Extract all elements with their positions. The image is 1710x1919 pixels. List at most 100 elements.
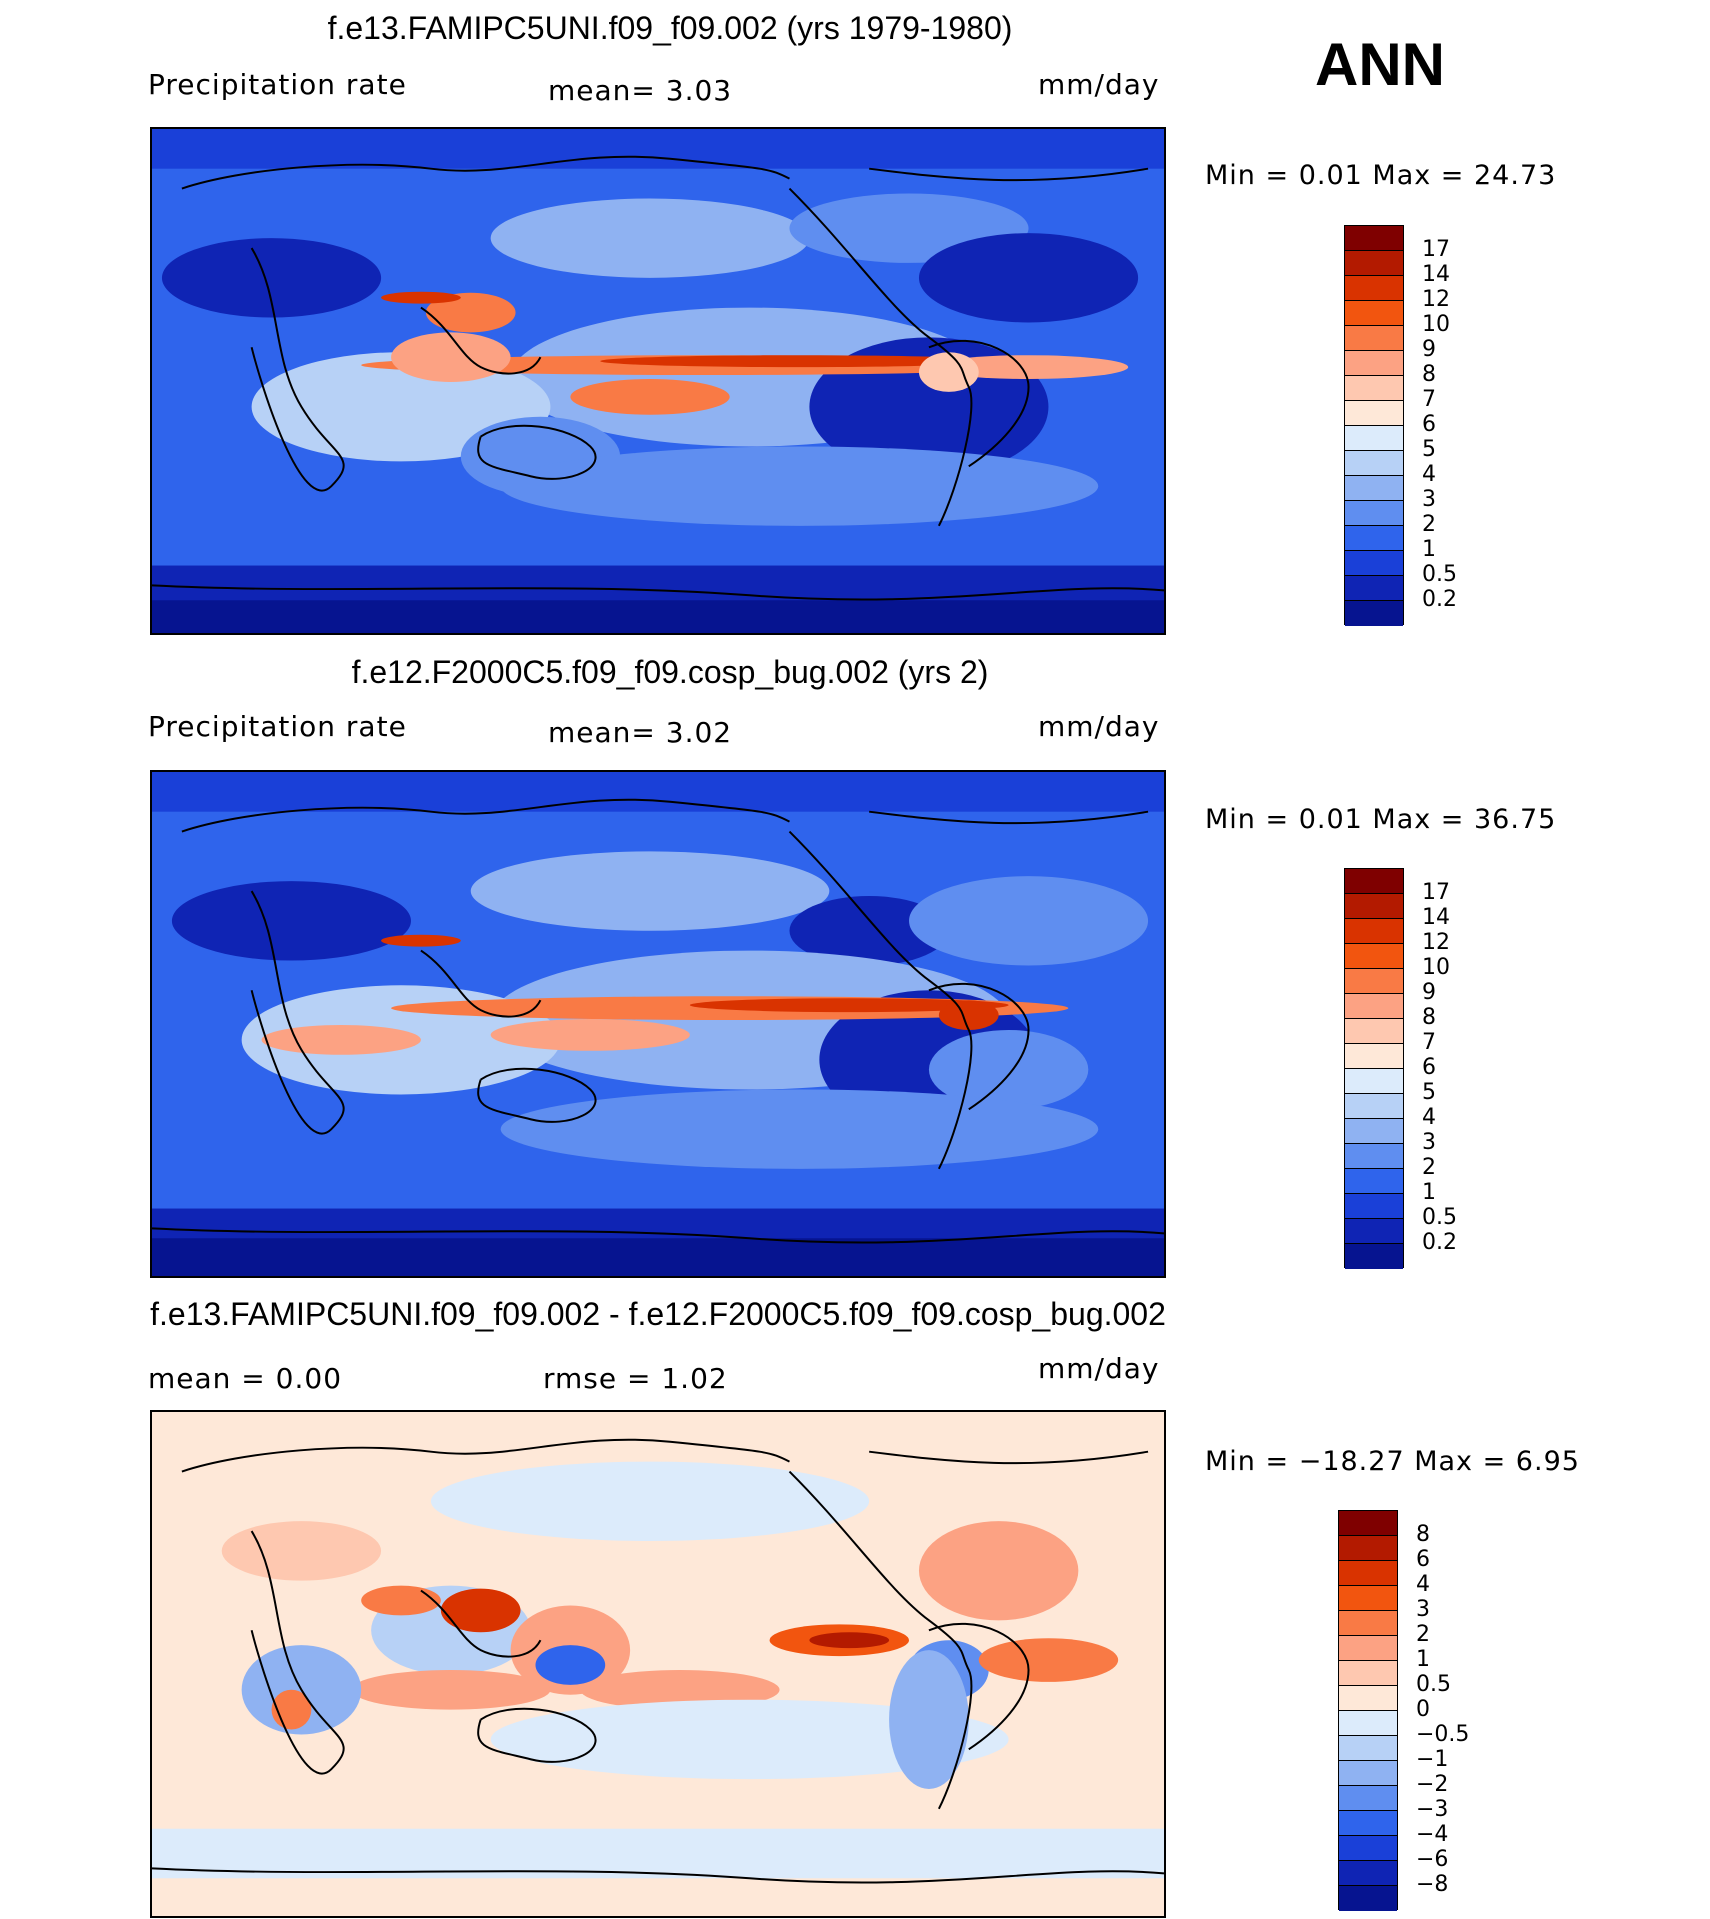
colorbar-cell bbox=[1345, 526, 1403, 551]
colorbar-tick-label: 8 bbox=[1416, 1522, 1430, 1547]
colorbar-tick-label: 9 bbox=[1422, 337, 1436, 362]
colorbar-cell bbox=[1345, 601, 1403, 626]
colorbar-tick-label: 1 bbox=[1422, 1180, 1436, 1205]
colorbar-cell bbox=[1345, 1019, 1403, 1044]
colorbar-tick-label: 14 bbox=[1422, 905, 1450, 930]
colorbar-cell bbox=[1345, 551, 1403, 576]
colorbar-tick-label: 5 bbox=[1422, 437, 1436, 462]
colorbar-tick-label: 5 bbox=[1422, 1080, 1436, 1105]
colorbar-cell bbox=[1345, 869, 1403, 894]
colorbar-cell bbox=[1345, 426, 1403, 451]
panel-3-mean-label: mean = 0.00 bbox=[148, 1362, 343, 1395]
colorbar-tick-label: 9 bbox=[1422, 980, 1436, 1005]
colorbar-cell bbox=[1345, 226, 1403, 251]
panel-1-units: mm/day bbox=[1038, 68, 1160, 101]
colorbar-tick-label: −6 bbox=[1416, 1847, 1449, 1872]
colorbar-cell bbox=[1345, 501, 1403, 526]
colorbar-tick-label: −1 bbox=[1416, 1747, 1449, 1772]
colorbar-cell bbox=[1345, 276, 1403, 301]
colorbar-cell bbox=[1345, 1069, 1403, 1094]
panel-1-variable-label: Precipitation rate bbox=[148, 68, 407, 101]
colorbar-tick-label: 4 bbox=[1416, 1572, 1430, 1597]
colorbar-tick-label: 6 bbox=[1416, 1547, 1430, 1572]
panel-3-map bbox=[150, 1410, 1166, 1918]
panel-2-map-plot bbox=[152, 772, 1164, 1276]
colorbar-cell bbox=[1345, 301, 1403, 326]
panel-3-rmse-label: rmse = 1.02 bbox=[543, 1362, 728, 1395]
colorbar-tick-label: 2 bbox=[1422, 1155, 1436, 1180]
panel-1-minmax: Min = 0.01 Max = 24.73 bbox=[1205, 160, 1557, 191]
colorbar-cell bbox=[1345, 944, 1403, 969]
colorbar-tick-label: 7 bbox=[1422, 387, 1436, 412]
colorbar-cell bbox=[1345, 1094, 1403, 1119]
colorbar-tick-label: 0.2 bbox=[1422, 587, 1457, 612]
colorbar-tick-label: 2 bbox=[1416, 1622, 1430, 1647]
colorbar-cell bbox=[1345, 376, 1403, 401]
colorbar-tick-label: 0.2 bbox=[1422, 1230, 1457, 1255]
colorbar-cell bbox=[1339, 1811, 1397, 1836]
colorbar-tick-label: 10 bbox=[1422, 312, 1450, 337]
panel-2-map bbox=[150, 770, 1166, 1278]
panel-3-title: f.e13.FAMIPC5UNI.f09_f09.002 - f.e12.F20… bbox=[150, 1296, 1166, 1332]
colorbar-tick-label: 17 bbox=[1422, 237, 1450, 262]
colorbar-cell bbox=[1339, 1886, 1397, 1911]
colorbar-cell bbox=[1339, 1561, 1397, 1586]
colorbar-cell bbox=[1339, 1761, 1397, 1786]
colorbar-tick-label: −4 bbox=[1416, 1822, 1449, 1847]
colorbar-cell bbox=[1339, 1786, 1397, 1811]
colorbar-tick-label: 12 bbox=[1422, 287, 1450, 312]
season-label: ANN bbox=[1315, 31, 1445, 98]
colorbar-cell bbox=[1345, 251, 1403, 276]
colorbar-cell bbox=[1345, 994, 1403, 1019]
colorbar-tick-label: 0.5 bbox=[1422, 562, 1457, 587]
colorbar-cell bbox=[1339, 1836, 1397, 1861]
panel-2-minmax: Min = 0.01 Max = 36.75 bbox=[1205, 804, 1557, 835]
colorbar-tick-label: −2 bbox=[1416, 1772, 1449, 1797]
colorbar-tick-label: 17 bbox=[1422, 880, 1450, 905]
colorbar-tick-label: 0.5 bbox=[1422, 1205, 1457, 1230]
colorbar-tick-label: 0 bbox=[1416, 1697, 1430, 1722]
colorbar-cell bbox=[1345, 1219, 1403, 1244]
colorbar-tick-label: 3 bbox=[1422, 487, 1436, 512]
panel-3-colorbar bbox=[1338, 1510, 1398, 1911]
panel-1-colorbar bbox=[1344, 225, 1404, 626]
colorbar-cell bbox=[1339, 1861, 1397, 1886]
colorbar-tick-label: 4 bbox=[1422, 1105, 1436, 1130]
colorbar-cell bbox=[1345, 1044, 1403, 1069]
panel-1-title: f.e13.FAMIPC5UNI.f09_f09.002 (yrs 1979-1… bbox=[327, 10, 1013, 46]
colorbar-tick-label: 1 bbox=[1422, 537, 1436, 562]
colorbar-cell bbox=[1345, 1244, 1403, 1269]
panel-3-map-plot bbox=[152, 1412, 1164, 1916]
colorbar-tick-label: 2 bbox=[1422, 512, 1436, 537]
colorbar-cell bbox=[1345, 476, 1403, 501]
panel-1-map-plot bbox=[152, 129, 1164, 633]
colorbar-cell bbox=[1339, 1611, 1397, 1636]
panel-2-colorbar bbox=[1344, 868, 1404, 1269]
panel-2-units: mm/day bbox=[1038, 710, 1160, 743]
colorbar-cell bbox=[1339, 1686, 1397, 1711]
colorbar-tick-label: −3 bbox=[1416, 1797, 1449, 1822]
colorbar-tick-label: −8 bbox=[1416, 1872, 1449, 1897]
panel-3-units: mm/day bbox=[1038, 1352, 1160, 1385]
panel-3-minmax: Min = −18.27 Max = 6.95 bbox=[1205, 1446, 1580, 1477]
panel-2-mean-value: mean= 3.02 bbox=[548, 716, 733, 749]
colorbar-tick-label: 8 bbox=[1422, 1005, 1436, 1030]
colorbar-tick-label: 8 bbox=[1422, 362, 1436, 387]
colorbar-tick-label: 14 bbox=[1422, 262, 1450, 287]
colorbar-cell bbox=[1345, 326, 1403, 351]
panel-2-variable-label: Precipitation rate bbox=[148, 710, 407, 743]
colorbar-cell bbox=[1345, 1169, 1403, 1194]
colorbar-cell bbox=[1339, 1736, 1397, 1761]
colorbar-tick-label: −0.5 bbox=[1416, 1722, 1470, 1747]
colorbar-tick-label: 3 bbox=[1416, 1597, 1430, 1622]
colorbar-cell bbox=[1339, 1536, 1397, 1561]
colorbar-cell bbox=[1339, 1711, 1397, 1736]
colorbar-cell bbox=[1345, 451, 1403, 476]
colorbar-cell bbox=[1345, 1119, 1403, 1144]
panel-1-mean-value: mean= 3.03 bbox=[548, 74, 733, 107]
panel-2-title: f.e12.F2000C5.f09_f09.cosp_bug.002 (yrs … bbox=[351, 654, 989, 690]
colorbar-cell bbox=[1345, 401, 1403, 426]
colorbar-cell bbox=[1339, 1586, 1397, 1611]
colorbar-tick-label: 0.5 bbox=[1416, 1672, 1451, 1697]
colorbar-cell bbox=[1345, 919, 1403, 944]
